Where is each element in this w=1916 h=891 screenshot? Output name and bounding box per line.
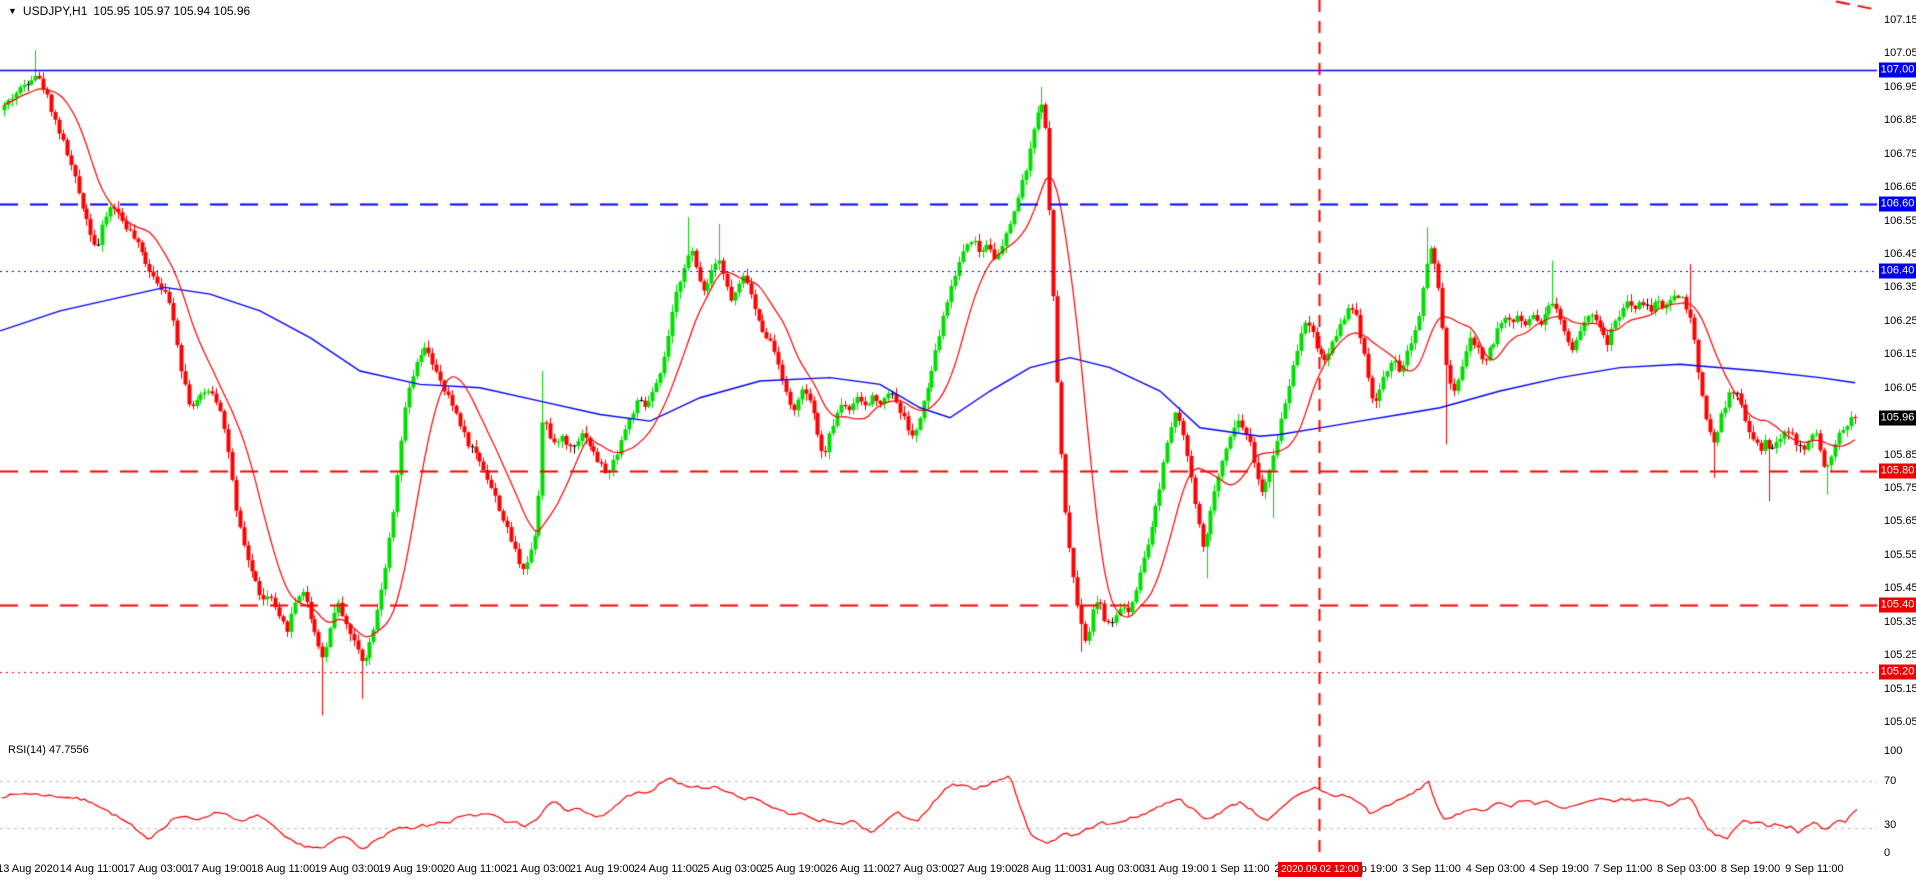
hline-price-badge: 106.40 <box>1879 263 1916 279</box>
time-axis-label: 21 Aug 19:00 <box>569 863 635 875</box>
time-axis-label: 19 Aug 19:00 <box>378 863 444 875</box>
current-price-badge: 105.96 <box>1879 410 1916 426</box>
time-axis-label: 13 Aug 2020 <box>0 863 59 875</box>
rsi-axis-label: 0 <box>1884 847 1891 859</box>
time-axis-label: 19 Aug 03:00 <box>314 863 380 875</box>
time-axis-label: 14 Aug 11:00 <box>59 863 124 875</box>
hline-price-badge: 105.20 <box>1879 664 1916 680</box>
time-axis-label: 9 Sep 11:00 <box>1785 863 1844 875</box>
rsi-indicator-label: RSI(14) 47.7556 <box>8 744 89 756</box>
time-axis-label: 26 Aug 11:00 <box>825 863 890 875</box>
price-axis-label: 105.05 <box>1884 716 1916 728</box>
symbol-title: USDJPY,H1 <box>22 4 88 18</box>
hline-price-badge: 105.40 <box>1879 597 1916 613</box>
price-axis-label: 106.45 <box>1884 247 1916 260</box>
price-axis-label: 106.55 <box>1884 214 1916 227</box>
rsi-axis-label: 70 <box>1884 775 1897 787</box>
price-axis-label: 105.55 <box>1884 548 1916 561</box>
time-axis-label: 31 Aug 19:00 <box>1143 863 1209 875</box>
time-axis-label: 8 Sep 19:00 <box>1720 863 1781 875</box>
time-axis-label: 21 Aug 03:00 <box>505 863 571 875</box>
time-axis-label: 25 Aug 19:00 <box>761 863 827 875</box>
time-axis-label: 4 Sep 19:00 <box>1529 863 1589 875</box>
time-axis-label: 31 Aug 03:00 <box>1080 863 1146 875</box>
price-axis-label: 106.75 <box>1884 147 1916 160</box>
price-axis-label: 106.65 <box>1884 181 1916 194</box>
time-axis-label: 24 Aug 11:00 <box>633 863 699 875</box>
time-axis-label: 17 Aug 03:00 <box>123 863 189 875</box>
time-axis-label: 4 Sep 03:00 <box>1465 863 1526 875</box>
price-axis-label: 107.05 <box>1884 47 1916 60</box>
hline-price-badge: 106.60 <box>1879 196 1916 212</box>
rsi-axis-label: 30 <box>1884 819 1897 831</box>
price-axis-label: 105.15 <box>1884 682 1916 695</box>
price-axis-label: 105.65 <box>1884 515 1916 528</box>
price-axis-label: 106.85 <box>1884 114 1916 127</box>
time-axis-label: 8 Sep 03:00 <box>1657 863 1717 875</box>
price-axis-label: 106.15 <box>1884 348 1916 361</box>
time-axis-label: 20 Aug 11:00 <box>442 863 507 875</box>
price-axis-label: 105.35 <box>1884 615 1916 628</box>
price-axis-label: 107.15 <box>1884 13 1916 26</box>
time-axis-label: 27 Aug 19:00 <box>952 863 1018 875</box>
time-axis-label: 27 Aug 03:00 <box>888 863 954 875</box>
time-axis-label: 7 Sep 11:00 <box>1593 863 1653 875</box>
price-axis-label: 105.75 <box>1884 481 1916 494</box>
time-axis-label: 25 Aug 03:00 <box>697 863 763 875</box>
time-axis-label: 1 Sep 11:00 <box>1210 863 1270 875</box>
price-axis-label: 106.25 <box>1884 314 1916 327</box>
hline-price-badge: 105.80 <box>1879 463 1916 479</box>
price-axis-label: 106.35 <box>1884 281 1916 294</box>
price-axis[interactable] <box>1877 0 1916 857</box>
rsi-axis-label: 100 <box>1884 745 1903 757</box>
symbol-info: ▼ USDJPY,H1 105.95 105.97 105.94 105.96 <box>8 4 250 18</box>
price-axis-label: 106.05 <box>1884 381 1916 394</box>
price-axis-label: 105.45 <box>1884 582 1916 595</box>
price-axis-label: 106.95 <box>1884 80 1916 93</box>
symbol-dropdown-icon[interactable]: ▼ <box>8 6 17 16</box>
vline-date-badge: 2020.09.02 12:00 <box>1278 862 1362 877</box>
hline-price-badge: 107.00 <box>1879 62 1916 78</box>
time-axis-label: 18 Aug 11:00 <box>251 863 316 875</box>
price-axis-label: 105.85 <box>1884 448 1916 461</box>
time-axis-label: 17 Aug 19:00 <box>186 863 252 875</box>
time-axis-label: 3 Sep 11:00 <box>1402 863 1461 875</box>
time-axis-label: 28 Aug 11:00 <box>1016 863 1081 875</box>
price-axis-label: 105.25 <box>1884 649 1916 662</box>
ohlc-values: 105.95 105.97 105.94 105.96 <box>93 4 251 18</box>
